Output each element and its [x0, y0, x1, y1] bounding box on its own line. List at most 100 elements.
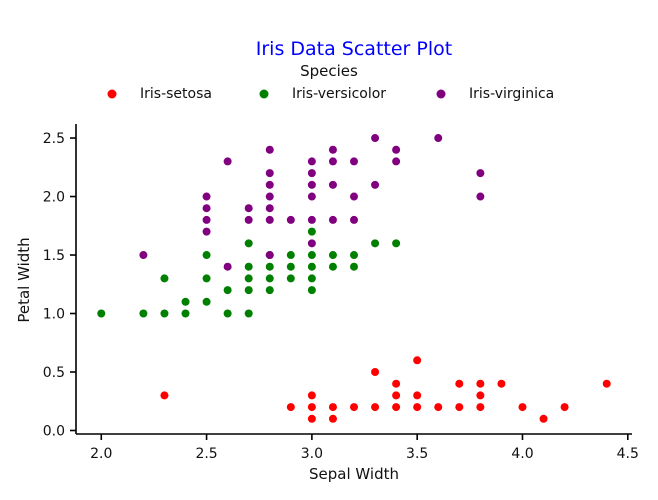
- x-axis-label: Sepal Width: [309, 465, 399, 483]
- data-point: [181, 297, 190, 306]
- data-point: [139, 251, 148, 260]
- x-tick-label: 4.0: [511, 446, 533, 462]
- legend-title: Species: [300, 62, 358, 80]
- data-point: [518, 403, 527, 412]
- data-point: [265, 251, 274, 260]
- data-point: [160, 274, 169, 283]
- data-point: [307, 180, 316, 189]
- data-point: [307, 391, 316, 400]
- data-point: [392, 239, 401, 248]
- data-point: [223, 157, 232, 166]
- data-point: [307, 227, 316, 236]
- x-tick-label: 3.0: [301, 446, 323, 462]
- data-point: [244, 309, 253, 318]
- y-tick-label: 0.5: [43, 365, 65, 381]
- data-point: [286, 403, 295, 412]
- data-point: [202, 251, 211, 260]
- x-tick-label: 3.5: [406, 446, 428, 462]
- data-point: [307, 192, 316, 201]
- data-point: [265, 262, 274, 271]
- data-point: [434, 134, 443, 143]
- x-tick-label: 2.5: [195, 446, 217, 462]
- y-tick-label: 2.5: [43, 131, 65, 147]
- data-point: [602, 379, 611, 388]
- data-point: [328, 157, 337, 166]
- data-point: [265, 215, 274, 224]
- data-point: [350, 251, 358, 260]
- data-point: [434, 403, 443, 412]
- legend-label: Iris-virginica: [469, 86, 554, 102]
- y-axis-label: Petal Width: [15, 237, 33, 322]
- data-point: [328, 403, 337, 412]
- data-point: [328, 414, 337, 423]
- data-point: [307, 215, 316, 224]
- data-point: [413, 403, 422, 412]
- data-point: [371, 403, 380, 412]
- y-tick-label: 1.0: [43, 307, 65, 323]
- data-point: [371, 239, 380, 248]
- data-point: [307, 403, 316, 412]
- x-tick-label: 2.0: [90, 446, 112, 462]
- data-point: [265, 204, 274, 213]
- data-point: [286, 251, 295, 260]
- data-point: [202, 215, 211, 224]
- data-point: [392, 403, 401, 412]
- data-point: [560, 403, 569, 412]
- data-point: [244, 286, 253, 295]
- data-point: [244, 215, 253, 224]
- data-point: [265, 286, 274, 295]
- legend-label: Iris-setosa: [140, 86, 212, 102]
- legend-label: Iris-versicolor: [292, 86, 386, 102]
- data-point: [392, 391, 401, 400]
- data-point: [392, 379, 401, 388]
- data-point: [539, 414, 548, 423]
- data-point: [476, 192, 485, 201]
- data-point: [244, 239, 253, 248]
- data-point: [413, 356, 422, 365]
- y-tick-label: 2.0: [43, 190, 65, 206]
- y-tick-label: 1.5: [43, 248, 65, 264]
- axes: 2.0 2.5 3.0 3.5 4.0 4.5 0.0 0.5 1.0 1.5 2.0 2.5: [43, 124, 639, 462]
- data-point: [265, 169, 274, 178]
- data-point: [350, 157, 358, 166]
- data-point: [328, 180, 337, 189]
- data-point: [244, 274, 253, 283]
- legend: Species Iris-setosa Iris-versicolor Iris-v…: [107, 62, 554, 102]
- data-point: [307, 239, 316, 248]
- data-point: [202, 274, 211, 283]
- chart-title: Iris Data Scatter Plot: [256, 38, 452, 60]
- data-point: [497, 379, 506, 388]
- legend-marker: [107, 89, 117, 99]
- data-point: [265, 274, 274, 283]
- data-point: [265, 145, 274, 154]
- data-point: [139, 309, 148, 318]
- data-point: [244, 204, 253, 213]
- data-point: [202, 192, 211, 201]
- data-point: [371, 368, 380, 376]
- x-tick-label: 4.5: [617, 446, 639, 462]
- data-point: [328, 262, 337, 271]
- data-point: [350, 403, 358, 412]
- data-point: [350, 215, 358, 224]
- data-point: [223, 286, 232, 295]
- data-point: [371, 180, 380, 189]
- plot-area: [97, 134, 611, 423]
- data-point: [265, 180, 274, 189]
- data-point: [476, 403, 485, 412]
- data-point: [307, 262, 316, 271]
- data-point: [328, 215, 337, 224]
- data-point: [455, 379, 464, 388]
- data-point: [307, 157, 316, 166]
- data-point: [160, 309, 169, 318]
- data-point: [223, 309, 232, 318]
- data-point: [392, 145, 401, 154]
- data-point: [476, 379, 485, 388]
- data-point: [350, 262, 358, 271]
- data-point: [97, 309, 106, 318]
- data-point: [286, 274, 295, 283]
- data-point: [307, 169, 316, 178]
- data-point: [244, 262, 253, 271]
- data-point: [350, 192, 358, 201]
- data-point: [392, 157, 401, 166]
